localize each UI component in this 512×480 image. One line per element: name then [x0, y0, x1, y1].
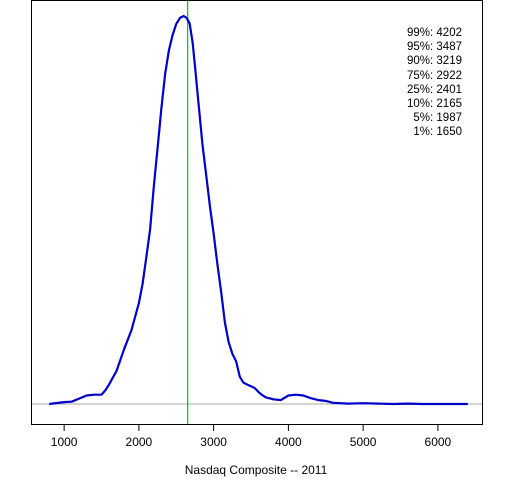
x-axis: 1000 2000 3000 4000 5000 6000 [51, 424, 452, 449]
x-tick-label: 4000 [275, 435, 302, 449]
x-tick-label: 5000 [350, 435, 377, 449]
quantile-list: 99%: 4202 95%: 3487 90%: 3219 75%: 2922 … [370, 26, 462, 140]
x-axis-label: Nasdaq Composite -- 2011 [184, 463, 328, 477]
x-tick-label: 6000 [425, 435, 452, 449]
quantile-5: 5%: 1987 [413, 112, 462, 125]
quantile-75: 75%: 2922 [407, 69, 462, 82]
quantile-95: 95%: 3487 [407, 41, 462, 54]
quantile-1: 1%: 1650 [413, 126, 462, 139]
x-tick-label: 1000 [51, 435, 78, 449]
x-tick-label: 3000 [200, 435, 227, 449]
quantile-10: 10%: 2165 [407, 98, 462, 111]
quantile-25: 25%: 2401 [407, 83, 462, 96]
plot-frame [31, 0, 483, 425]
density-curve [49, 14, 468, 406]
quantile-99: 99%: 4202 [407, 27, 462, 39]
x-tick-label: 2000 [126, 435, 153, 449]
quantile-90: 90%: 3219 [407, 55, 462, 68]
